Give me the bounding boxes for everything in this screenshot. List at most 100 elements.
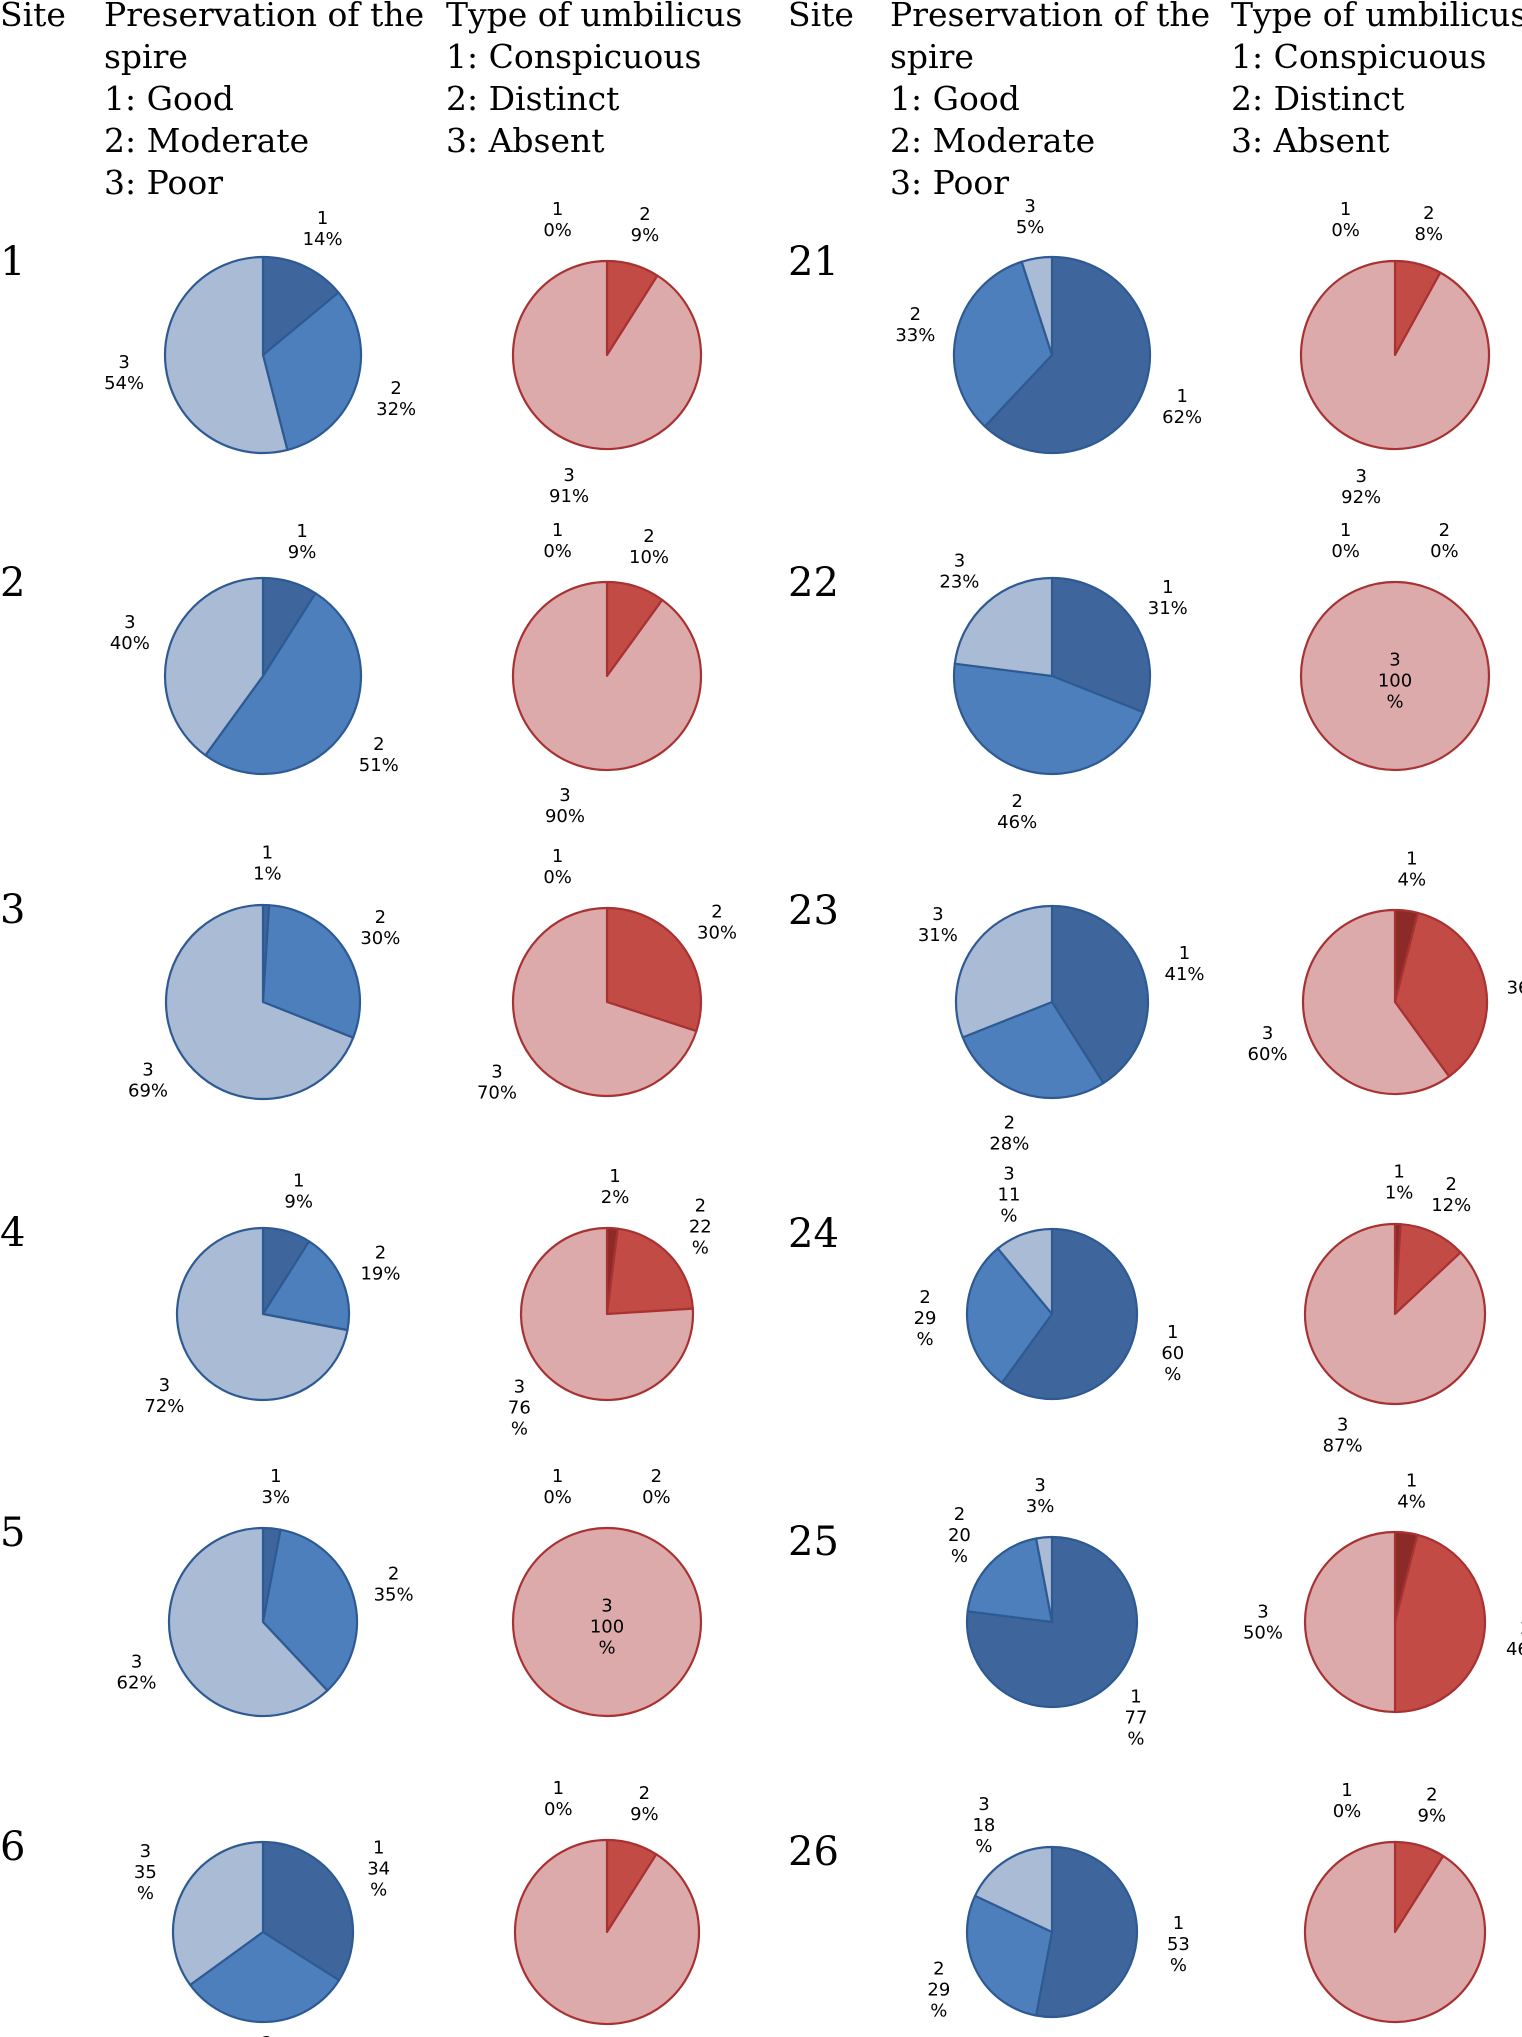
- pie-data-label: 1 41%: [1165, 943, 1205, 985]
- pie-data-label: 1 34%: [367, 1837, 390, 1900]
- pie-data-label: 3 100%: [590, 1596, 624, 1659]
- pie-slice-3: [1303, 1840, 1487, 2024]
- pie-slice-3: [954, 904, 1054, 1039]
- pie-data-label: 2 10%: [629, 526, 669, 568]
- pie-slice-3: [1299, 580, 1491, 772]
- header-umbilicus-right-line2: 1: Conspicuous: [1231, 37, 1486, 76]
- pie-slice-2: [1393, 1223, 1462, 1316]
- pie-slice-3: [1303, 1222, 1487, 1406]
- pie-umbilicus-site-4: 1 2% 2 22 % 3 76%: [508, 1166, 712, 1440]
- pie-slice-3: [175, 1226, 349, 1402]
- pie-data-label: 3 76%: [508, 1376, 531, 1439]
- pie-slice-2: [605, 1227, 694, 1316]
- pie-data-label: 1 0%: [543, 846, 572, 888]
- pie-slice-3: [953, 576, 1054, 678]
- pie-slice-3: [511, 259, 703, 451]
- pie-data-label: 2 30%: [360, 907, 400, 949]
- column-headers: Site Preservation of the spire 1: Good 2…: [0, 0, 1522, 202]
- pie-slice-1: [1050, 576, 1152, 714]
- pie-umbilicus-site-24: 1 1% 2 12% 3 87%: [1303, 1162, 1487, 1457]
- pie-slice-3: [511, 906, 698, 1098]
- pie-data-label: 1 2%: [601, 1166, 630, 1208]
- pie-data-label: 3 70%: [477, 1061, 517, 1103]
- site-number-label: 26: [788, 1829, 839, 1875]
- pie-data-label: 246%: [1506, 1618, 1522, 1660]
- pie-data-label: 1 14%: [303, 208, 343, 250]
- pie-slice-3: [167, 1526, 329, 1718]
- pie-data-label: 1 0%: [543, 1466, 572, 1508]
- pie-data-label: 1 0%: [543, 520, 572, 562]
- pie-data-label: 1 53%: [1167, 1913, 1190, 1976]
- pie-umbilicus-site-21: 1 0% 2 8% 3 92%: [1299, 199, 1491, 508]
- pie-data-label: 3 62%: [117, 1652, 157, 1694]
- pie-data-label: 2 51%: [359, 734, 399, 776]
- pie-data-label: 236%: [1507, 956, 1522, 998]
- pie-data-label: 3 87%: [1323, 1415, 1363, 1457]
- pie-slice-3: [1301, 908, 1451, 1096]
- header-preservation-left-line3: 1: Good: [104, 79, 234, 118]
- pie-data-label: 1 1%: [1385, 1162, 1414, 1204]
- site-number-label: 25: [788, 1519, 839, 1565]
- site-number-label: 22: [788, 560, 839, 606]
- pie-data-label: 3 90%: [545, 785, 585, 827]
- pie-spire-site-25: 1 77 % 2 20 % 3 3%: [948, 1475, 1147, 1749]
- pie-spire-site-24: 1 60 % 2 29 % 3 11%: [914, 1164, 1184, 1401]
- site-number-label: 21: [788, 239, 839, 285]
- pie-data-label: 1 9%: [284, 1171, 313, 1213]
- pie-slice-3: [163, 255, 289, 455]
- pie-umbilicus-site-1: 1 0% 2 9% 3 91%: [511, 199, 703, 507]
- pie-data-label: 2 28%: [989, 1113, 1029, 1155]
- pie-data-label: 3 31%: [918, 904, 958, 946]
- site-number-label: 24: [788, 1211, 839, 1257]
- site-labels: 1 212 223 234 245 256 26: [0, 239, 839, 1875]
- header-preservation-right-line2: spire: [890, 37, 974, 76]
- pie-slice-2: [965, 1894, 1054, 2017]
- pie-data-label: 3 5%: [1016, 196, 1045, 238]
- pie-data-label: 3 23%: [939, 550, 979, 592]
- pie-slice-3: [996, 1227, 1054, 1316]
- header-preservation-right-line3: 1: Good: [890, 79, 1020, 118]
- pie-spire-site-5: 1 3% 2 35% 3 62%: [117, 1466, 414, 1718]
- pie-spire-site-1: 1 14% 2 32% 3 54%: [104, 208, 416, 455]
- header-umbilicus-right-line4: 3: Absent: [1231, 121, 1390, 160]
- pie-slice-3: [1303, 1530, 1397, 1714]
- pie-data-label: 1 9%: [288, 521, 317, 563]
- pie-slice-2: [261, 291, 363, 452]
- pie-umbilicus-site-22: 1 0% 2 0% 3 100%: [1299, 520, 1491, 772]
- header-preservation-left-line2: spire: [104, 37, 188, 76]
- pie-data-label: 1 0%: [543, 199, 572, 241]
- header-umbilicus-left-line2: 1: Conspicuous: [446, 37, 701, 76]
- pie-slice-3: [164, 903, 355, 1101]
- pie-data-label: 1 4%: [1397, 1471, 1426, 1513]
- pie-data-label: 2 19%: [360, 1243, 400, 1285]
- pie-data-label: 2 0%: [642, 1466, 671, 1508]
- header-preservation-right-line1: Preservation of the: [890, 0, 1210, 34]
- site-number-label: 3: [0, 887, 25, 933]
- pie-data-label: 1 77%: [1125, 1686, 1148, 1749]
- header-umbilicus-left-line4: 3: Absent: [446, 121, 605, 160]
- pie-data-label: 3 54%: [104, 352, 144, 394]
- header-umbilicus-right-line1: Type of umbilicus: [1231, 0, 1522, 34]
- pie-slice-1: [261, 255, 340, 357]
- pie-slice-3: [1020, 255, 1054, 357]
- pie-data-label: 2 29%: [914, 1287, 937, 1350]
- pie-spire-site-23: 1 41% 2 28% 3 31%: [918, 904, 1205, 1155]
- pie-slice-1: [1034, 1845, 1139, 2019]
- pie-slice-2: [1393, 1533, 1487, 1714]
- pie-umbilicus-site-23: 14% 236% 360%: [1248, 849, 1522, 1096]
- pie-umbilicus-site-5: 1 0% 2 0% 3 100%: [511, 1466, 703, 1718]
- header-preservation-left-line1: Preservation of the: [104, 0, 424, 34]
- pie-spire-site-22: 1 31% 2 46% 3 23%: [939, 550, 1187, 833]
- site-number-label: 4: [0, 1210, 25, 1256]
- pie-data-label: 3 100%: [1378, 650, 1412, 713]
- header-site-left: Site: [0, 0, 66, 34]
- pie-slice-3: [511, 1526, 703, 1718]
- header-umbilicus-left-line3: 2: Distinct: [446, 79, 619, 118]
- pie-data-label: 1 0%: [1331, 520, 1360, 562]
- pie-slice-3: [973, 1845, 1054, 1934]
- pie-data-label: 2 30%: [697, 902, 737, 944]
- header-preservation-right-line4: 2: Moderate: [890, 121, 1095, 160]
- pie-slice-2: [966, 1537, 1054, 1624]
- pie-slice-3: [1034, 1535, 1054, 1624]
